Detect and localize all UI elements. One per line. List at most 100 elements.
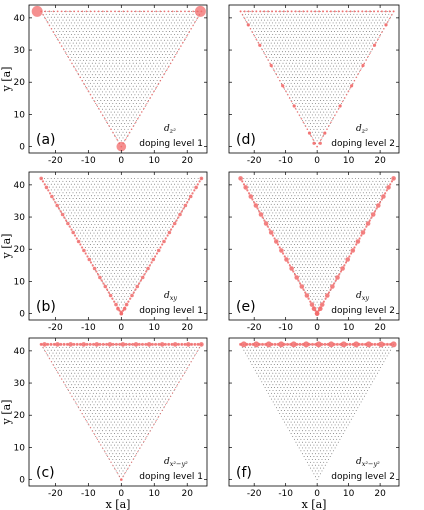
lattice-point bbox=[318, 120, 320, 122]
lattice-point bbox=[339, 100, 341, 102]
lattice-point bbox=[92, 226, 94, 228]
lattice-point bbox=[350, 198, 351, 200]
lattice-point bbox=[74, 189, 76, 191]
lattice-point bbox=[350, 13, 352, 15]
lattice-point bbox=[143, 79, 144, 81]
lattice-point bbox=[358, 22, 359, 24]
lattice-point bbox=[159, 192, 161, 194]
lattice-point bbox=[281, 183, 283, 185]
lattice-point bbox=[115, 13, 117, 15]
lattice-point bbox=[353, 203, 355, 205]
lattice-point bbox=[134, 117, 136, 119]
lattice-point bbox=[303, 189, 305, 191]
lattice-point bbox=[162, 36, 164, 38]
lattice-point bbox=[342, 28, 344, 30]
lattice-point bbox=[115, 42, 117, 44]
lattice-point bbox=[353, 215, 354, 217]
lattice-point bbox=[315, 36, 317, 38]
lattice-point bbox=[92, 221, 94, 223]
lattice-point bbox=[134, 249, 136, 251]
lattice-point bbox=[165, 71, 167, 73]
lattice-point bbox=[326, 195, 328, 197]
lattice-point bbox=[310, 22, 312, 24]
lattice-point bbox=[183, 33, 185, 35]
lattice-point bbox=[285, 85, 287, 87]
lattice-point bbox=[125, 264, 127, 266]
lattice-point bbox=[47, 22, 49, 24]
lattice-point bbox=[354, 241, 356, 243]
lattice-point bbox=[179, 192, 181, 194]
lattice-point bbox=[300, 218, 302, 220]
lattice-point bbox=[117, 284, 119, 286]
lattice-point bbox=[369, 36, 370, 38]
lattice-point bbox=[55, 180, 57, 182]
weight-marker bbox=[147, 100, 149, 103]
lattice-point bbox=[85, 241, 86, 243]
lattice-point bbox=[182, 36, 184, 38]
lattice-point bbox=[107, 223, 109, 225]
lattice-point bbox=[259, 200, 261, 202]
lattice-point bbox=[281, 51, 283, 53]
lattice-point bbox=[336, 105, 338, 107]
lattice-point bbox=[119, 298, 121, 300]
lattice-point bbox=[265, 177, 267, 179]
lattice-point bbox=[292, 42, 294, 44]
weight-marker bbox=[381, 31, 383, 33]
lattice-point bbox=[288, 200, 290, 202]
lattice-point bbox=[167, 223, 168, 225]
weight-marker bbox=[57, 207, 61, 210]
lattice-point bbox=[125, 68, 127, 70]
lattice-point bbox=[289, 85, 290, 87]
lattice-point bbox=[139, 192, 141, 194]
lattice-point bbox=[109, 180, 111, 182]
lattice-point bbox=[82, 19, 84, 21]
lattice-point bbox=[161, 71, 163, 73]
lattice-point bbox=[96, 215, 97, 217]
lattice-point bbox=[76, 42, 77, 44]
lattice-point bbox=[324, 229, 326, 231]
lattice-point bbox=[323, 111, 325, 113]
lattice-point bbox=[278, 212, 280, 214]
lattice-point bbox=[189, 180, 191, 182]
lattice-point bbox=[104, 22, 106, 24]
lattice-point bbox=[305, 79, 307, 81]
lattice-point bbox=[150, 212, 152, 214]
lattice-point bbox=[96, 59, 98, 61]
lattice-point bbox=[302, 13, 304, 15]
lattice-point bbox=[344, 229, 346, 231]
lattice-point bbox=[305, 59, 307, 61]
weight-marker bbox=[104, 118, 106, 120]
lattice-point bbox=[81, 51, 83, 53]
lattice-point bbox=[169, 36, 170, 38]
lattice-point bbox=[103, 88, 105, 90]
lattice-point bbox=[137, 218, 139, 220]
lattice-point bbox=[102, 108, 103, 110]
lattice-point bbox=[120, 189, 122, 191]
lattice-point bbox=[177, 22, 179, 24]
lattice-point bbox=[185, 180, 187, 182]
lattice-point bbox=[103, 278, 105, 280]
lattice-point bbox=[157, 22, 159, 24]
lattice-point bbox=[134, 189, 136, 191]
lattice-point bbox=[153, 246, 155, 248]
lattice-point bbox=[324, 54, 326, 56]
lattice-point bbox=[256, 39, 258, 41]
lattice-point bbox=[140, 206, 142, 208]
lattice-point bbox=[311, 120, 313, 122]
weight-marker bbox=[119, 310, 123, 314]
lattice-point bbox=[311, 25, 313, 27]
lattice-point bbox=[180, 28, 182, 30]
lattice-point bbox=[265, 200, 267, 202]
lattice-point bbox=[159, 203, 160, 205]
lattice-point bbox=[277, 48, 279, 50]
lattice-point bbox=[129, 198, 131, 200]
lattice-point bbox=[342, 22, 344, 24]
lattice-point bbox=[173, 206, 175, 208]
lattice-point bbox=[139, 246, 141, 248]
lattice-point bbox=[69, 180, 71, 182]
lattice-point bbox=[259, 183, 261, 185]
lattice-point bbox=[145, 54, 147, 56]
lattice-point bbox=[273, 203, 275, 205]
lattice-point bbox=[139, 264, 141, 266]
lattice-point bbox=[187, 28, 189, 30]
